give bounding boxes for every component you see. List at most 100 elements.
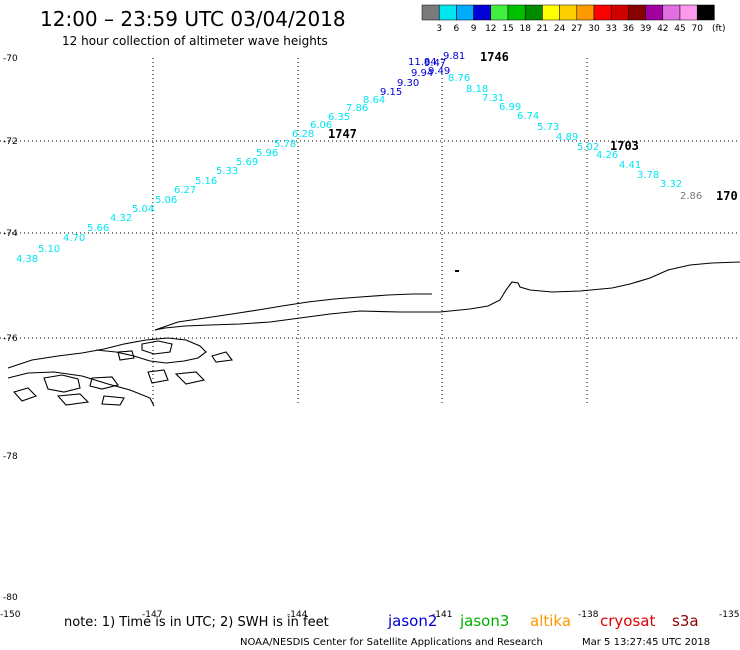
island-5 xyxy=(147,369,169,384)
swh-value-label: 5.16 xyxy=(195,176,217,187)
swh-value-label: 11.84 xyxy=(408,57,437,68)
swh-value-label: 8.76 xyxy=(448,73,470,84)
coastline-main xyxy=(154,261,740,331)
pass-time-label: 1703 xyxy=(610,139,639,153)
colorbar-swatch xyxy=(593,4,612,21)
colorbar-swatch xyxy=(524,4,543,21)
swh-value-label: 3.78 xyxy=(637,170,659,181)
colorbar-tick-label: 30 xyxy=(588,24,600,34)
swh-value-label: 7.86 xyxy=(346,103,368,114)
swh-value-label: 3.32 xyxy=(660,179,682,190)
colorbar-tick-label: 3 xyxy=(436,24,442,34)
lon-label: -144 xyxy=(287,610,308,620)
swh-value-label: 9.15 xyxy=(380,87,402,98)
colorbar-swatch xyxy=(490,4,509,21)
wave-height-colorbar: 3 6 9 12 15 18 21 24 27 30 33 36 39 42 45 70 xyxy=(421,4,715,34)
swh-value-label: 9.81 xyxy=(443,51,465,62)
colorbar-swatch xyxy=(438,4,457,21)
swh-value-label: 8.18 xyxy=(466,84,488,95)
colorbar-swatch xyxy=(679,4,698,21)
lat-label: -78 xyxy=(3,452,18,462)
colorbar-swatch xyxy=(645,4,664,21)
colorbar-unit: (ft) xyxy=(712,24,726,34)
colorbar-tick-label: 24 xyxy=(554,24,566,34)
coastline-inner xyxy=(7,337,207,369)
pass-time-label: 1746 xyxy=(480,50,509,64)
altimeter-track-right: 8.768.187.316.996.745.734.895.024.264.41… xyxy=(448,73,702,202)
colorbar-tick-label: 15 xyxy=(502,24,513,34)
island-2 xyxy=(117,350,135,361)
colorbar-tick-label: 70 xyxy=(691,24,703,34)
colorbar-swatch xyxy=(559,4,578,21)
colorbar-swatch xyxy=(696,4,715,21)
island-6 xyxy=(174,371,206,385)
colorbar-swatch xyxy=(610,4,629,21)
satellite-legend-item: altika xyxy=(530,612,571,630)
swh-value-label: 9.94 xyxy=(411,68,433,79)
swh-value-label: 5.78 xyxy=(274,139,296,150)
lat-label: -70 xyxy=(3,54,18,64)
swh-value-label: 5.66 xyxy=(87,223,109,234)
swh-value-label: 5.73 xyxy=(537,122,559,133)
altimeter-track-left: 4.385.104.705.664.325.045.066.275.165.33… xyxy=(16,51,465,265)
swh-value-label: 9.49 xyxy=(428,66,450,77)
colorbar-tick-label: 45 xyxy=(674,24,685,34)
satellite-legend-item: jason3 xyxy=(459,612,509,630)
colorbar-swatch xyxy=(507,4,526,21)
colorbar-swatch xyxy=(628,4,646,21)
swh-value-label: 5.04 xyxy=(132,204,154,215)
graticule xyxy=(0,58,740,406)
lat-label: -74 xyxy=(3,229,18,239)
colorbar-tick-label: 36 xyxy=(623,24,635,34)
island-9 xyxy=(101,395,125,406)
island-10 xyxy=(211,351,234,363)
swh-value-label: 6.35 xyxy=(328,112,350,123)
lon-label: -138 xyxy=(578,610,599,620)
islet xyxy=(455,270,459,272)
colorbar-tick-label: 33 xyxy=(605,24,616,34)
colorbar-tick-label: 6 xyxy=(454,24,460,34)
swh-value-label: 6.06 xyxy=(310,120,332,131)
lat-label: -76 xyxy=(3,334,18,344)
swh-value-label: 4.70 xyxy=(63,233,85,244)
lon-label: -150 xyxy=(0,610,21,620)
colorbar-swatch xyxy=(576,4,595,21)
swh-value-label: 8.64 xyxy=(363,95,385,106)
pass-time-label: 170 xyxy=(716,189,738,203)
colorbar-tick-label: 9 xyxy=(471,24,477,34)
swh-value-label: 9.30 xyxy=(397,78,419,89)
island-3 xyxy=(43,374,81,393)
generated-timestamp: Mar 5 13:27:45 UTC 2018 xyxy=(582,637,710,648)
coastline-west xyxy=(7,371,155,407)
island-4 xyxy=(89,376,119,390)
swh-value-label: 4.26 xyxy=(596,150,618,161)
satellite-legend-item: jason2 xyxy=(387,612,437,630)
swh-value-label: 4.38 xyxy=(16,254,38,265)
swh-value-label: 5.33 xyxy=(216,166,238,177)
swh-value-label: 9.47 xyxy=(424,58,446,69)
swh-value-label: 5.02 xyxy=(577,142,599,153)
island-8 xyxy=(56,393,90,406)
swh-value-label: 6.28 xyxy=(292,129,314,140)
pass-time-label: 1747 xyxy=(328,127,357,141)
colorbar-swatch xyxy=(473,4,492,21)
satellite-legend-item: cryosat xyxy=(600,612,655,630)
lat-label: -80 xyxy=(3,593,18,603)
colorbar-tick-label: 39 xyxy=(640,24,652,34)
colorbar-swatch xyxy=(456,4,474,21)
swh-value-label: 6.99 xyxy=(499,102,521,113)
colorbar-tick-label: 18 xyxy=(519,24,531,34)
swh-value-label: 5.96 xyxy=(256,148,278,159)
colorbar-tick-label: 12 xyxy=(485,24,496,34)
ice-shelf-edge xyxy=(154,293,432,331)
swh-value-label: 2.86 xyxy=(680,191,702,202)
lat-label: -72 xyxy=(3,137,18,147)
satellite-legend-item: s3a xyxy=(672,612,699,630)
swh-value-label: 6.74 xyxy=(517,111,539,122)
lon-label: -147 xyxy=(142,610,162,620)
map-subtitle: 12 hour collection of altimeter wave hei… xyxy=(62,34,328,48)
credit-line: NOAA/NESDIS Center for Satellite Applica… xyxy=(240,637,543,648)
colorbar-tick-label: 42 xyxy=(657,24,668,34)
colorbar-tick-label: 27 xyxy=(571,24,582,34)
